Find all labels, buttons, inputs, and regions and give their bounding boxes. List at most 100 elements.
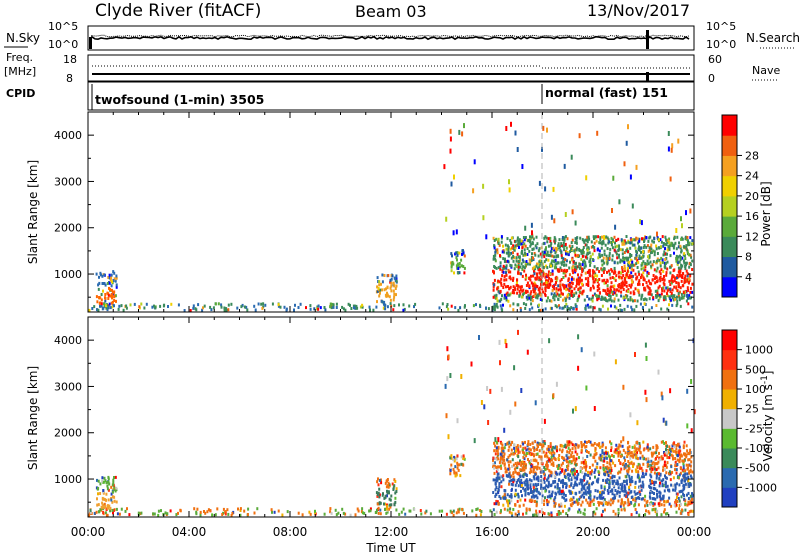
data-cell [554,239,557,242]
data-cell [574,459,577,463]
data-cell [574,457,576,461]
data-cell [378,487,381,491]
data-cell [101,501,104,505]
data-cell [633,299,636,303]
data-cell [584,462,587,466]
data-cell [683,474,686,478]
data-cell [619,450,622,454]
data-cell [579,470,582,474]
data-cell [536,513,539,517]
data-cell [502,303,504,307]
data-cell [555,279,558,283]
data-cell [95,510,98,514]
data-cell [618,275,620,279]
data-cell [523,457,526,461]
data-cell [623,261,626,264]
data-cell [482,183,485,189]
data-cell [544,468,547,471]
data-cell [536,443,539,447]
data-cell [645,457,648,461]
data-cell [543,260,546,264]
data-cell [571,443,574,447]
data-cell [602,288,605,292]
data-cell [684,502,687,506]
data-cell [628,487,631,491]
data-cell [239,513,242,517]
data-cell [625,281,628,285]
data-cell [629,265,631,269]
data-cell [529,235,531,239]
data-cell [492,254,495,258]
data-cell [632,290,635,294]
data-cell [587,246,590,250]
data-cell [569,307,572,311]
data-cell [335,302,338,306]
data-cell [525,473,528,477]
data-cell [522,253,525,257]
data-cell [110,273,113,277]
data-cell [594,468,597,472]
data-cell [624,458,626,462]
data-cell [689,468,692,472]
data-cell [591,499,594,503]
data-cell [566,460,568,464]
data-cell [586,450,588,453]
colorbar-swatch [722,155,737,177]
data-cell [682,446,685,450]
data-cell [530,274,532,278]
data-cell [676,295,678,299]
data-cell [498,339,501,345]
data-cell [126,507,128,511]
data-cell [624,494,627,498]
data-cell [611,269,614,273]
data-cell [574,446,577,450]
data-cell [562,269,565,273]
data-cell [398,512,401,516]
data-cell [260,302,263,306]
data-cell [509,460,512,464]
data-cell [681,256,684,260]
data-cell [556,483,559,487]
data-cell [387,294,389,298]
data-cell [494,488,497,492]
data-cell [561,495,564,499]
data-cell [660,513,663,517]
data-cell [610,268,613,272]
data-cell [386,286,389,290]
data-cell [525,482,527,486]
data-cell [177,303,180,307]
data-cell [518,238,521,242]
data-cell [574,450,577,454]
data-cell [543,255,546,259]
data-cell [646,499,649,503]
data-cell [368,509,371,513]
data-cell [556,261,559,265]
data-cell [553,287,555,291]
data-cell [607,501,610,505]
data-cell [577,334,580,340]
data-cell [534,400,537,406]
data-cell [543,442,546,446]
data-cell [683,440,686,444]
data-cell [549,445,552,449]
data-cell [624,489,627,493]
data-cell [516,287,519,291]
data-cell [647,249,650,253]
data-cell [227,308,230,312]
colorbar-swatch [722,349,737,370]
data-cell [613,479,616,483]
data-cell [393,292,396,296]
data-cell [550,513,553,517]
data-cell [612,271,615,275]
data-cell [587,235,590,239]
data-cell [226,508,229,512]
data-cell [560,291,563,295]
data-cell [669,243,672,247]
data-cell [640,246,643,250]
data-cell [262,302,265,306]
data-cell [496,468,499,472]
data-cell [574,443,577,447]
data-cell [520,251,523,255]
data-cell [650,463,653,467]
data-cell [97,308,100,312]
